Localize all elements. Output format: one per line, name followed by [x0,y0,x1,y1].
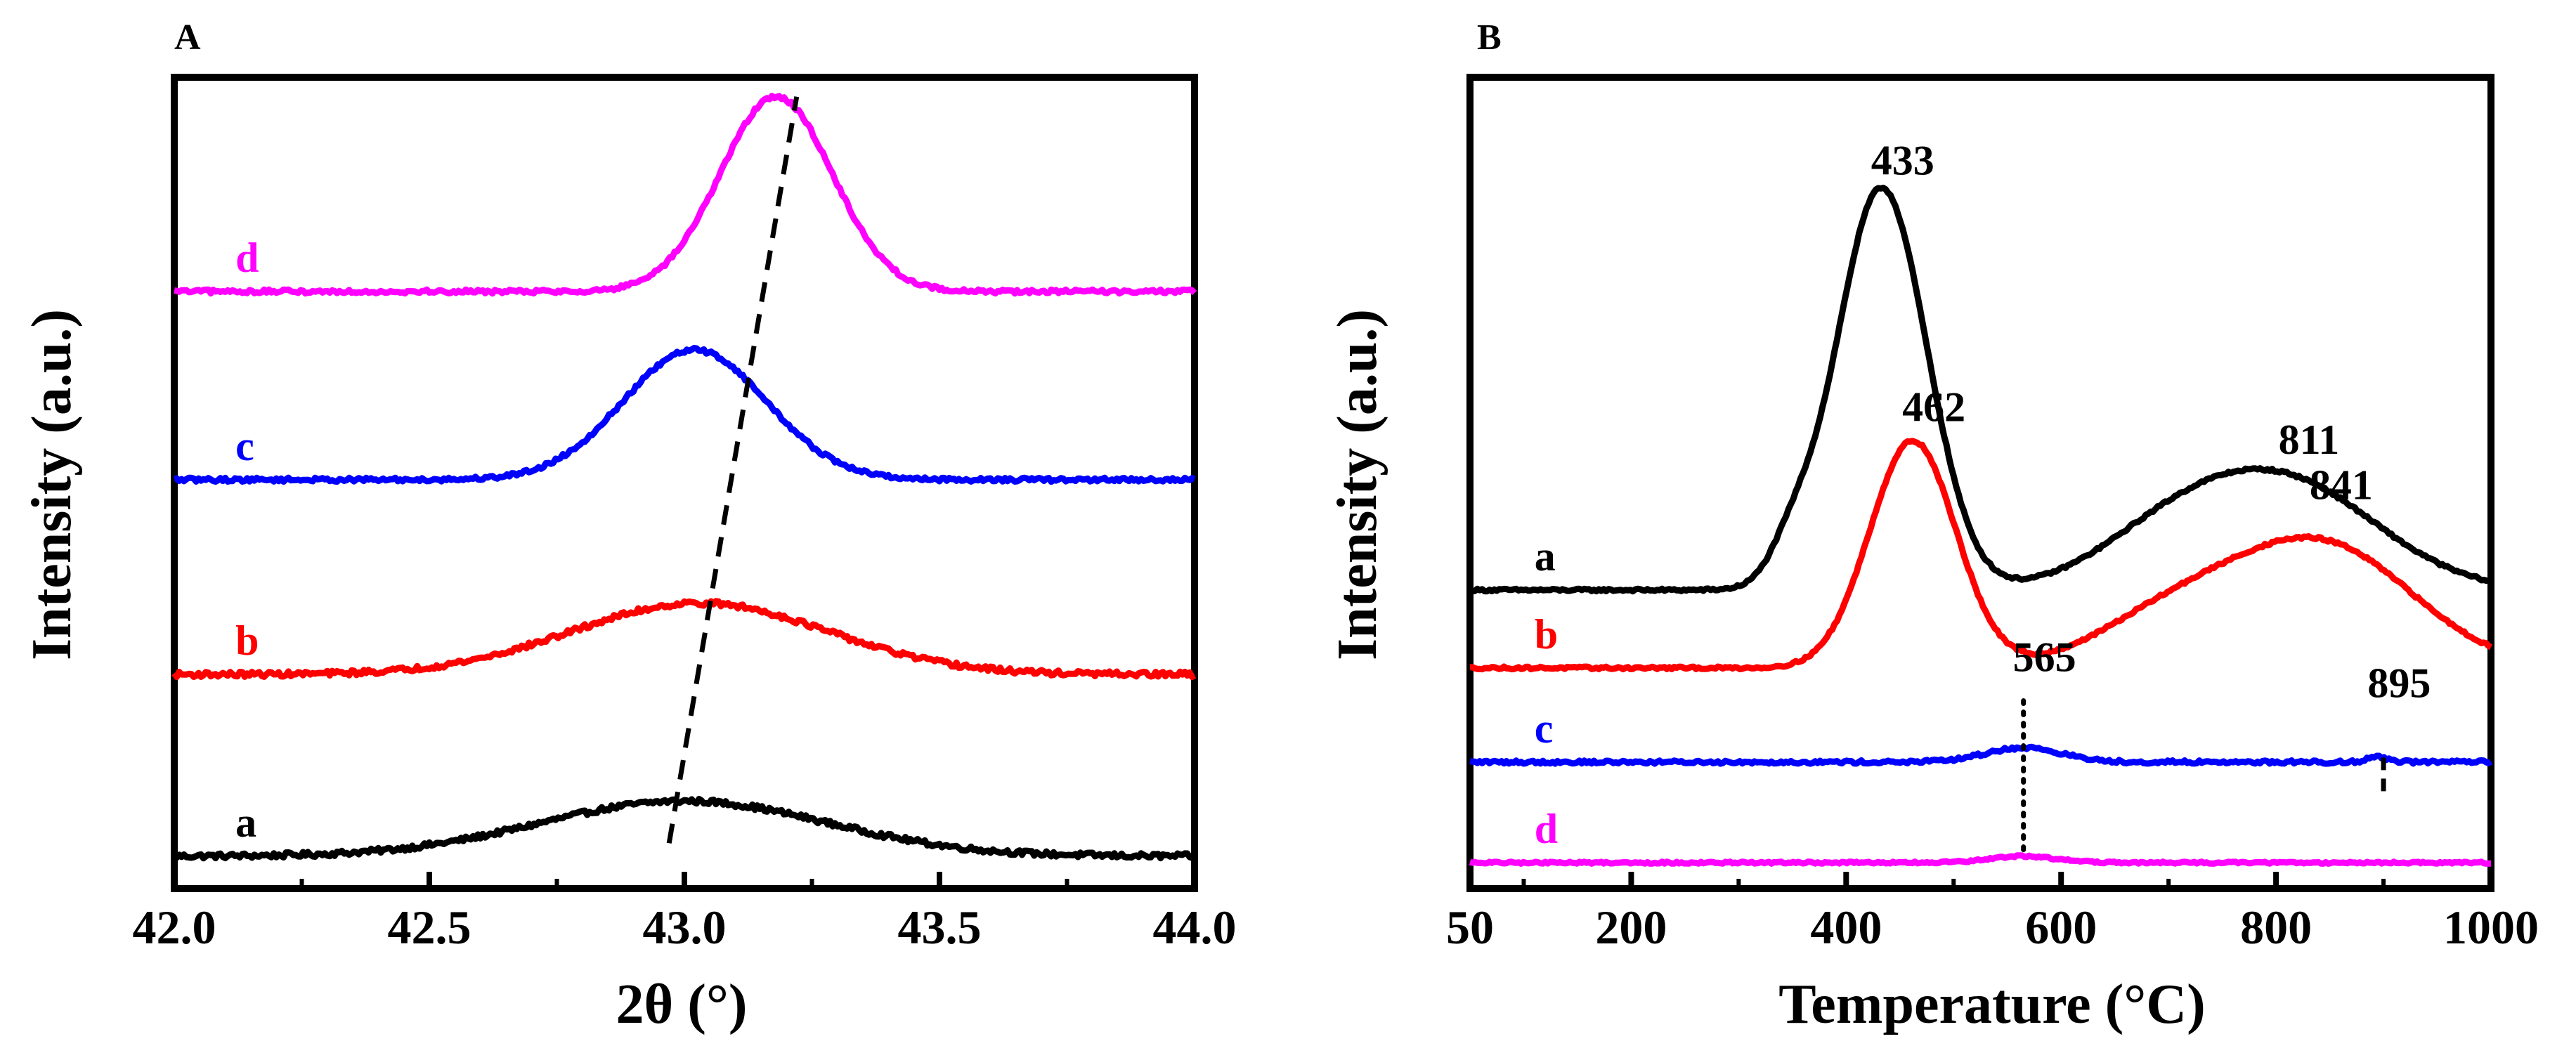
panel-b: B Intensity (a.u.) Temperature (°C) abc d… [1327,18,2539,1035]
panel-a-x-tick-label-42.5: 42.5 [388,901,471,954]
panel-b-x-tick-label-50: 50 [1446,901,1494,954]
panel-b-frame [1466,74,2494,892]
panel-a-series-label-b: b [235,617,259,664]
panel-a-x-tick-label-43.5: 43.5 [898,901,982,954]
panel-b-x-tick-label-800: 800 [2240,901,2312,954]
panel-b-peak-label-462: 462 [1902,384,1965,431]
panel-a-plot: a b c d 42.0 42.5 43.0 43.5 44.0 [133,74,1237,954]
panel-a-series-c-line [174,345,1196,485]
panel-b-series-label-c: c [1535,705,1554,752]
panel-a: A Intensity (a.u.) 2θ (°) a b c d 42.0 42.5 43… [21,18,1237,1035]
panel-a-y-axis-title: Intensity (a.u.) [21,309,83,660]
panel-b-label: B [1477,18,1502,58]
panel-a-series-label-a: a [235,799,256,846]
panel-a-series-b-line [171,598,1197,681]
panel-a-x-tick-label-43.0: 43.0 [643,901,727,954]
panel-a-x-tick-label-44.0: 44.0 [1153,901,1237,954]
panel-a-series-d-line [174,93,1197,297]
panel-b-series-label-a: a [1535,533,1556,580]
panel-b-series-label-d: d [1535,806,1558,852]
panel-b-x-tick-label-200: 200 [1595,901,1667,954]
panel-b-series-b-line [1469,438,2493,673]
panel-a-series-label-d: d [235,235,259,281]
panel-a-series-label-c: c [235,423,254,469]
panel-a-x-axis-title: 2θ (°) [616,974,747,1035]
panel-a-shift-guide-line [666,96,800,844]
panel-b-x-tick-label-600: 600 [2025,901,2097,954]
panel-b-x-axis-title: Temperature (°C) [1778,974,2205,1035]
panel-b-peak-label-433: 433 [1871,138,1934,184]
panel-b-peak-label-811: 811 [2279,417,2340,463]
panel-b-series-d-line [1469,852,2492,867]
panel-b-series-c-line [1469,743,2493,767]
panel-b-series-label-b: b [1535,611,1558,658]
panel-b-series-a-line [1468,184,2492,595]
panel-b-peak-label-565: 565 [2013,634,2076,680]
panel-b-x-tick-label-400: 400 [1810,901,1882,954]
panel-b-peak-label-895: 895 [2367,660,2431,706]
panel-b-peak-label-841: 841 [2310,462,2373,509]
panel-b-plot: abc d 433 811 462 841 565 895 50 200 400 600 800 1000 [1446,74,2539,954]
panel-b-y-axis-title: Intensity (a.u.) [1327,309,1388,660]
panel-a-series-a-line [171,795,1197,862]
panel-b-x-tick-label-1000: 1000 [2443,901,2539,954]
panel-a-label: A [174,18,201,58]
panel-a-x-tick-label-42.0: 42.0 [133,901,216,954]
